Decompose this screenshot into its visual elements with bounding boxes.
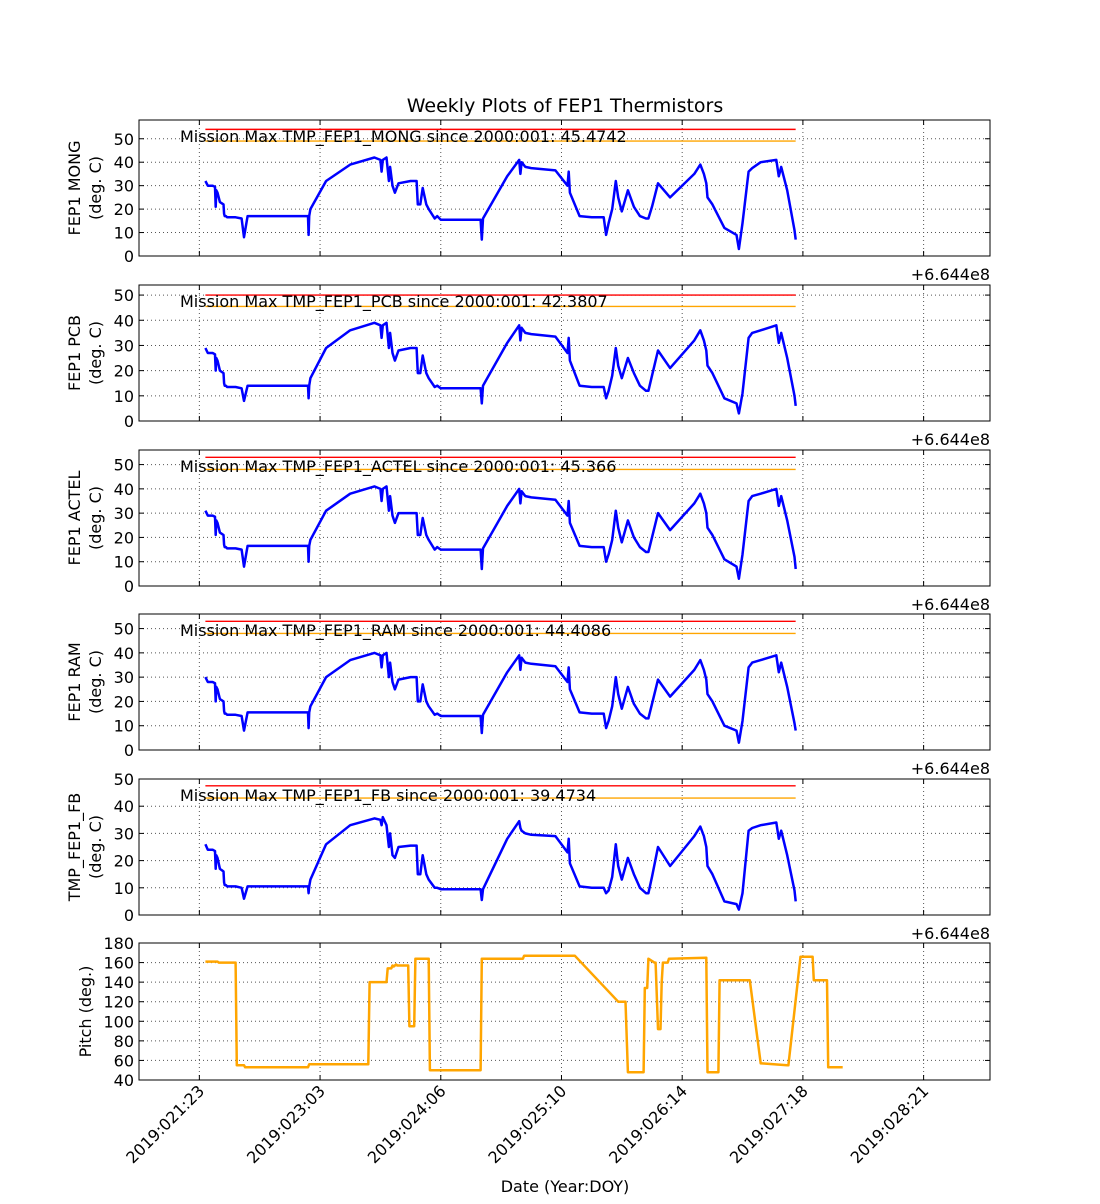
mission-max-annotation: Mission Max TMP_FEP1_PCB since 2000:001:… (180, 292, 608, 312)
temperature-series-line (204, 815, 797, 911)
y-tick-label: 20 (114, 528, 134, 547)
y-tick-label: 20 (114, 692, 134, 711)
y-axis-label: FEP1 ACTEL (65, 470, 84, 565)
y-tick-label: 50 (114, 130, 134, 149)
x-tick-label: 2019:026:14 (605, 1081, 691, 1167)
mission-max-annotation: Mission Max TMP_FEP1_ACTEL since 2000:00… (180, 457, 616, 477)
x-tick-label: 2019:025:10 (484, 1081, 570, 1167)
y-tick-label: 30 (114, 336, 134, 355)
plot-frame (138, 778, 991, 916)
y-axis-unit-label: (deg. C) (86, 650, 105, 714)
x-tick-label: 2019:024:06 (364, 1081, 450, 1167)
y-tick-label: 0 (124, 906, 134, 925)
y-axis-unit-label: (deg. C) (86, 156, 105, 220)
mission-max-annotation: Mission Max TMP_FEP1_MONG since 2000:001… (180, 127, 627, 147)
y-tick-label: 40 (114, 1071, 134, 1090)
y-tick-label: 10 (114, 879, 134, 898)
y-tick-label: 50 (114, 456, 134, 475)
y-tick-label: 30 (114, 668, 134, 687)
temperature-series-line (204, 321, 797, 415)
y-tick-label: 30 (114, 177, 134, 196)
y-tick-label: 20 (114, 362, 134, 381)
plot-frame (138, 449, 991, 587)
x-tick-label: 2019:023:03 (243, 1081, 329, 1167)
y-tick-label: 160 (103, 954, 134, 973)
axis-offset-label: +6.644e8 (911, 595, 990, 614)
panel-2: 0 10 20 30 40 50 Mission Max TMP_FEP1_PCB sinc… (65, 284, 991, 449)
y-tick-label: 100 (103, 1012, 134, 1031)
y-tick-label: 40 (114, 644, 134, 663)
y-tick-label: 30 (114, 824, 134, 843)
y-tick-label: 40 (114, 153, 134, 172)
plot-frame (138, 942, 991, 1081)
y-tick-label: 10 (114, 224, 134, 243)
y-tick-label: 10 (114, 387, 134, 406)
plot-frame (138, 613, 991, 751)
axis-offset-label: +6.644e8 (911, 924, 990, 943)
figure-title: Weekly Plots of FEP1 Thermistors (407, 95, 724, 117)
axis-offset-label: +6.644e8 (911, 759, 990, 778)
y-tick-label: 50 (114, 286, 134, 305)
y-tick-label: 10 (114, 717, 134, 736)
x-tick-label: 2019:028:21 (847, 1081, 933, 1167)
temperature-series-line (204, 156, 797, 251)
axis-offset-label: +6.644e8 (911, 265, 990, 284)
y-tick-label: 140 (103, 973, 134, 992)
temperature-series-line (204, 485, 797, 580)
y-tick-label: 40 (114, 797, 134, 816)
y-tick-label: 40 (114, 480, 134, 499)
y-axis-label: TMP_FEP1_FB (65, 793, 85, 903)
y-axis-label: FEP1 MONG (65, 141, 84, 236)
y-axis-label: FEP1 PCB (65, 315, 84, 391)
y-tick-label: 0 (124, 577, 134, 596)
y-axis-unit-label: (deg. C) (86, 486, 105, 550)
panel-5: 0 10 20 30 40 50 Mission Max TMP_FEP1_FB since… (65, 770, 991, 943)
y-axis-label: Pitch (deg.) (76, 966, 95, 1058)
panel-3: 0 10 20 30 40 50 Mission Max TMP_FEP1_ACTEL si… (65, 449, 991, 614)
y-axis-unit-label: (deg. C) (86, 321, 105, 385)
plot-frame (138, 284, 991, 422)
y-axis-label: FEP1 RAM (65, 642, 84, 721)
y-tick-label: 10 (114, 553, 134, 572)
panel-1: 0 10 20 30 40 50 Mission Max TMP_FEP1_MONG sin… (65, 119, 991, 284)
panel-4: 0 10 20 30 40 50 Mission Max TMP_FEP1_RAM sinc… (65, 613, 991, 778)
y-tick-label: 80 (114, 1032, 134, 1051)
pitch-series-line (205, 954, 843, 1074)
x-tick-label: 2019:027:18 (726, 1081, 812, 1167)
y-tick-label: 60 (114, 1051, 134, 1070)
x-axis-label: Date (Year:DOY) (501, 1177, 630, 1196)
plot-frame (138, 119, 991, 257)
x-tick-label: 2019:021:23 (122, 1081, 208, 1167)
y-tick-label: 40 (114, 311, 134, 330)
y-tick-label: 0 (124, 412, 134, 431)
y-tick-label: 0 (124, 741, 134, 760)
y-tick-label: 0 (124, 247, 134, 266)
mission-max-annotation: Mission Max TMP_FEP1_RAM since 2000:001:… (180, 621, 611, 641)
y-tick-label: 120 (103, 993, 134, 1012)
y-tick-label: 20 (114, 852, 134, 871)
y-tick-label: 50 (114, 770, 134, 789)
y-axis-unit-label: (deg. C) (86, 815, 105, 879)
mission-max-annotation: Mission Max TMP_FEP1_FB since 2000:001: … (180, 786, 596, 806)
axis-offset-label: +6.644e8 (911, 430, 990, 449)
y-tick-label: 50 (114, 620, 134, 639)
temperature-series-line (204, 651, 797, 744)
y-tick-label: 30 (114, 504, 134, 523)
y-tick-label: 180 (103, 934, 134, 953)
y-tick-label: 20 (114, 200, 134, 219)
